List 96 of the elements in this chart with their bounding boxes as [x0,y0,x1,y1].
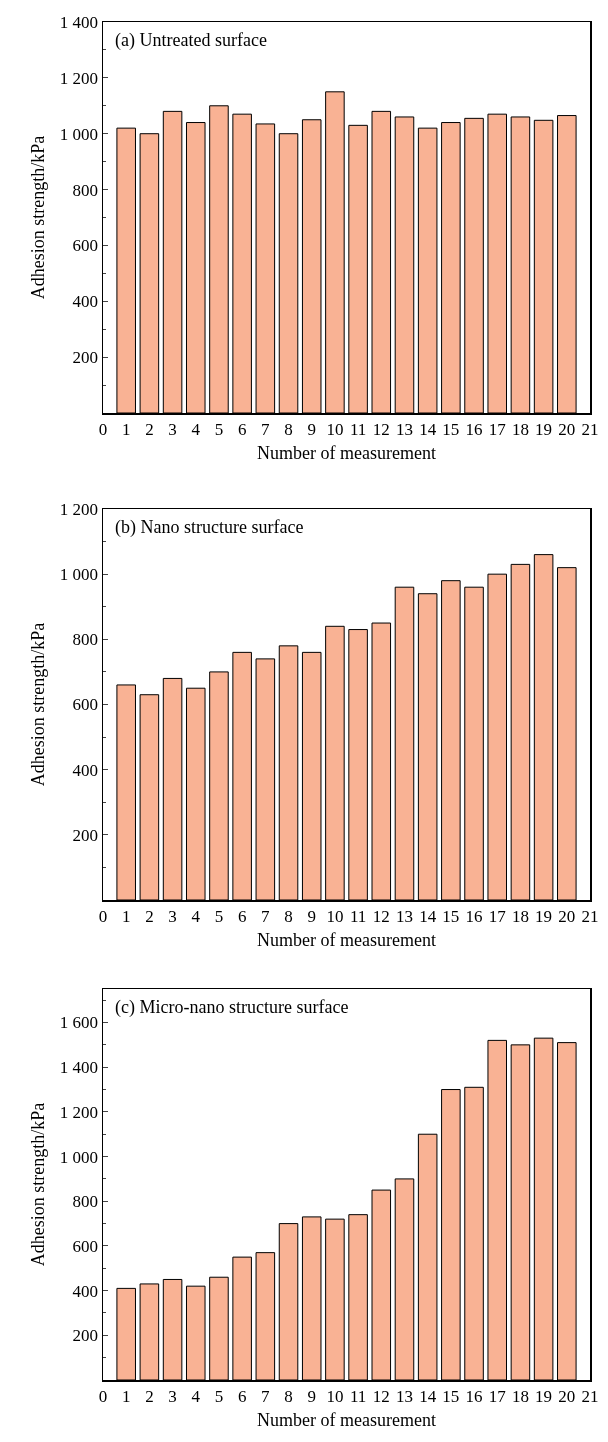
x-tick-label: 3 [168,906,177,926]
x-tick-label: 11 [349,419,367,439]
x-tick-label: 18 [511,1386,529,1406]
x-tick-label: 1 [121,419,131,439]
y-tick-label: 200 [72,825,99,845]
x-tick-label: 9 [307,906,316,926]
x-tick-label: 9 [307,1386,316,1406]
x-tick-label: 9 [307,419,316,439]
y-tick-label: 1 000 [59,565,99,585]
x-tick-label: 20 [558,906,576,926]
x-tick-label: 17 [488,1386,507,1406]
x-tick-label: 20 [558,1386,576,1406]
x-tick-label: 17 [488,906,507,926]
x-tick-label: 8 [284,1386,293,1406]
x-tick-label: 3 [168,419,177,439]
x-tick-label: 19 [535,1386,553,1406]
x-tick-label: 2 [145,906,154,926]
x-tick-label: 5 [214,1386,224,1406]
text: (b) Nano structure surface [115,517,304,538]
y-tick-label: 1 400 [59,12,99,32]
x-tick-label: 12 [372,1386,390,1406]
x-tick-label: 5 [214,419,224,439]
x-tick-label: 11 [349,1386,367,1406]
x-tick-label: 19 [535,906,553,926]
x-tick-label: 12 [372,906,390,926]
x-tick-label: 4 [191,1386,201,1406]
x-axis-title: Number of measurement [257,442,436,463]
x-tick-label: 8 [284,419,293,439]
y-tick-label: 1 000 [59,124,99,144]
x-tick-label: 4 [191,419,201,439]
x-tick-label: 12 [372,419,390,439]
x-tick-label: 7 [261,419,271,439]
x-tick-label: 7 [261,1386,271,1406]
y-axis-title: Adhesion strength/kPa [28,135,49,300]
x-tick-label: 20 [558,419,576,439]
x-tick-label: 15 [442,906,460,926]
x-tick-label: 0 [98,1386,108,1406]
x-axis-title: Number of measurement [257,1409,436,1430]
y-tick-label: 1 200 [59,1102,99,1122]
x-axis-title: Number of measurement [257,929,436,950]
x-tick-label: 3 [168,1386,177,1406]
y-tick-label: 1 400 [59,1058,99,1078]
y-tick-label: 1 600 [59,1013,99,1033]
y-tick-label: 1 000 [59,1147,99,1167]
y-tick-label: 800 [72,180,99,200]
x-tick-label: 4 [191,906,201,926]
text: (a) Untreated surface [115,30,267,51]
x-tick-label: 0 [98,906,108,926]
x-tick-label: 16 [465,1386,483,1406]
x-tick-label: 7 [261,906,271,926]
y-tick-label: 200 [72,1326,99,1346]
x-tick-label: 14 [419,1386,437,1406]
y-axis-title: Adhesion strength/kPa [28,1102,49,1267]
x-tick-label: 10 [326,419,344,439]
x-tick-label: 15 [442,1386,460,1406]
text: (c) Micro-nano structure surface [115,997,349,1018]
y-tick-label: 1 200 [59,499,99,519]
y-tick-label: 1 200 [59,68,99,88]
x-tick-label: 6 [237,906,247,926]
x-tick-label: 14 [419,906,437,926]
y-tick-label: 200 [72,348,99,368]
x-tick-label: 0 [98,419,108,439]
x-tick-label: 6 [237,1386,247,1406]
x-tick-label: 10 [326,906,344,926]
x-tick-label: 18 [511,419,529,439]
y-tick-label: 400 [72,1281,99,1301]
y-tick-label: 400 [72,292,99,312]
x-tick-label: 13 [395,1386,413,1406]
x-tick-label: 8 [284,906,293,926]
x-tick-label: 18 [511,906,529,926]
x-tick-label: 21 [581,419,599,439]
x-tick-label: 2 [145,1386,154,1406]
x-tick-label: 1 [121,1386,131,1406]
x-tick-label: 21 [581,906,599,926]
x-tick-label: 2 [145,419,154,439]
x-tick-label: 16 [465,906,483,926]
x-tick-label: 13 [395,906,413,926]
y-tick-label: 400 [72,760,99,780]
y-tick-label: 600 [72,1236,99,1256]
y-axis-title: Adhesion strength/kPa [28,622,49,787]
x-tick-label: 11 [349,906,367,926]
x-tick-label: 17 [488,419,507,439]
x-tick-label: 1 [121,906,131,926]
x-tick-label: 10 [326,1386,344,1406]
x-tick-label: 16 [465,419,483,439]
x-tick-label: 15 [442,419,460,439]
x-tick-label: 5 [214,906,224,926]
x-tick-label: 19 [535,419,553,439]
x-tick-label: 14 [419,419,437,439]
x-tick-label: 6 [237,419,247,439]
y-tick-label: 600 [72,236,99,256]
y-tick-label: 600 [72,695,99,715]
y-tick-label: 800 [72,1192,99,1212]
x-tick-label: 13 [395,419,413,439]
x-tick-label: 21 [581,1386,599,1406]
y-tick-label: 800 [72,630,99,650]
